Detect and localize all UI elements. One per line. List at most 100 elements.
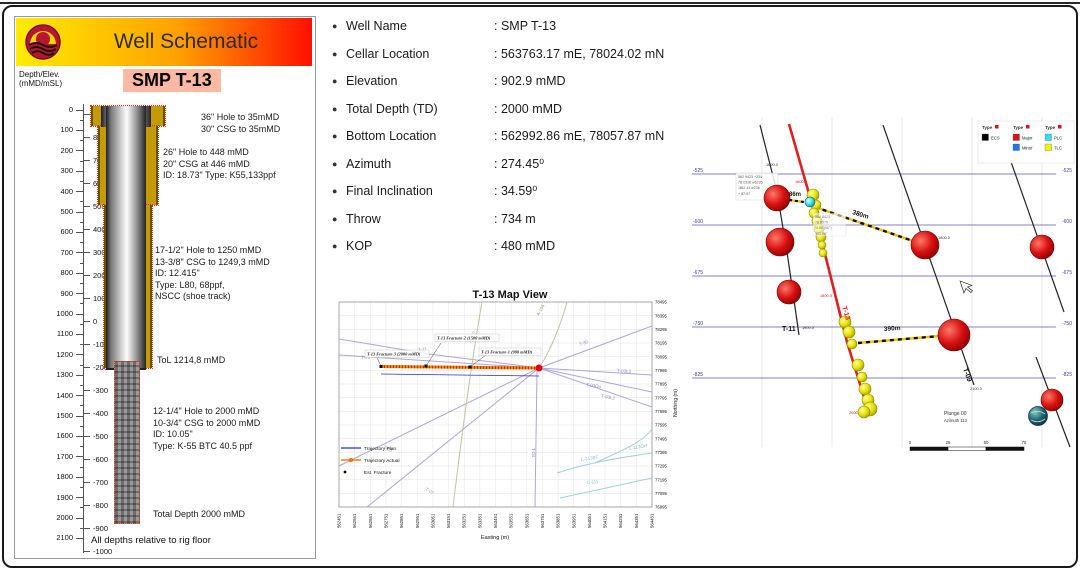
info-row: ● Total Depth (TD): 2000 mMD [332,101,688,118]
distance-lines [788,198,941,345]
fault-label: T-11 [418,346,427,352]
info-value: : 2000 mMD [494,101,563,116]
depth-tick-label: 2100 [56,533,73,543]
depth-tick [76,333,83,335]
map-xtick-label: 563451 [493,513,498,528]
info-row: ● Well Name: SMP T-13 [332,18,688,35]
elev-label-right: -600 [1062,219,1072,225]
depth-minor-tick [79,303,83,305]
elevation-tick-label: -900 [93,523,109,533]
area-boundary-lines [452,301,568,508]
map-xtick-label: 563751 [540,513,545,528]
elevation-tick [83,551,90,552]
elevation-tick [83,528,90,529]
depth-tick-label: 1200 [56,349,73,359]
event-major-sphere [1040,388,1064,412]
elevation-tick-label: -100 [93,339,109,349]
elev-label-right: -750 [1062,321,1072,327]
well-info-list: ● Well Name: SMP T-13 ● Cellar Location: 56… [332,18,688,266]
elevation-tick [83,321,90,322]
map-ytick-label: 77795 [655,395,668,400]
fracture-callout: T-13 Fracture-1 (980 mMD) [481,350,533,355]
depth-tick [76,497,83,499]
depth-minor-tick [79,507,83,509]
bullet-icon: ● [332,131,338,141]
well-name-badge: SMP T-13 [123,69,221,92]
depth-tick [76,476,83,478]
schematic-annotation: 17-1/2" Hole to 1250 mMD 13-3/8" CSG to 1… [155,245,270,301]
depth-minor-tick [79,262,83,264]
fault-label: T-07 [425,487,436,496]
distance-label-86m: 86m [789,192,801,198]
info-value: : 274.45⁰ [494,156,545,171]
casing-13in [106,106,146,370]
depth-tick [76,517,83,519]
elevation-tick [83,160,90,161]
depth-tick-label: 100 [60,125,73,135]
bullet-icon: ● [332,76,338,86]
elevation-tick-label: -400 [93,408,109,418]
info-value: : 734 m [494,211,536,226]
depth-tick-label: 1700 [56,451,73,461]
event-major-sphere [765,227,795,257]
depth-tick [76,109,83,111]
map-ytick-label: 77695 [655,409,668,414]
event-minor-sphere [858,382,872,396]
depth-tick [76,150,83,152]
schematic-annotation: ToL 1214,8 mMD [157,355,226,365]
elevation-tick-label: -800 [93,500,109,510]
plunge-label: Plunge 00 [944,411,967,417]
info-label: Bottom Location [346,129,437,143]
depth-minor-tick [79,527,83,529]
info-label: Total Depth (TD) [346,101,438,116]
event-minor-sphere [857,405,871,419]
map-xtick-label: 563951 [571,513,576,528]
depth-tick-label: 900 [60,288,73,298]
area-label: A-105 [535,303,545,316]
event-minor-sphere [817,240,827,250]
event-minor-sphere [842,325,856,339]
bullet-icon: ● [332,48,338,59]
elevation-tick-label: -500 [93,431,109,441]
elevation-tick-label: -600 [93,454,109,464]
elev-label-right: -525 [1062,168,1072,174]
elevation-tick [83,298,90,299]
depth-ruler-line [83,104,84,553]
depth-tick [76,231,83,233]
depth-tick [76,313,83,315]
scale-tick-label: 0 [909,440,912,445]
elevation-tick [83,229,90,230]
schematic-header: Well Schematic [16,18,312,66]
globe-detail [1030,410,1046,423]
depth-label: 1800.0 [938,235,951,240]
cursor-pointer-icon [959,280,973,294]
event-minor-sphere [851,358,865,372]
slotted-liner [114,361,140,524]
map-ytick-label: 78495 [655,300,668,305]
map-xtick-label: 562751 [383,513,388,528]
depth-tick-label: 2000 [56,513,73,522]
info-label: Well Name [346,19,407,33]
event-minor-sphere [818,248,828,258]
depth-tick [76,293,83,295]
elevation-tick [83,436,90,437]
fracture-callout: T-13 Fracture-2 (1500 mMD) [437,336,491,341]
depth-tick-label: 500 [60,207,73,216]
depth-minor-tick [79,119,83,121]
depth-label: 2100.0 [970,386,983,391]
elev-label-right: -675 [1062,270,1072,276]
depth-minor-tick [79,364,83,366]
depth-minor-tick [79,344,83,346]
event-major-sphere [937,318,971,352]
info-row: ● Azimuth: 274.45⁰ [332,156,688,173]
event-annotation-2: 562 8423 78 0575 1190 (90°) 333.98° [815,215,832,236]
depth-tick [76,435,83,437]
creek-label: C-113OH [628,443,647,451]
legend-header: Type [982,125,993,130]
elevation-tick [83,183,90,184]
event-type-legend: Type Type Type ECS Major Minor PLC TLC [977,120,1075,164]
creek-label: C-111 [587,479,599,485]
map-xtick-label: 564451 [650,513,655,528]
legend-item-label: ECS [991,136,1000,141]
event-major-sphere [776,279,802,305]
